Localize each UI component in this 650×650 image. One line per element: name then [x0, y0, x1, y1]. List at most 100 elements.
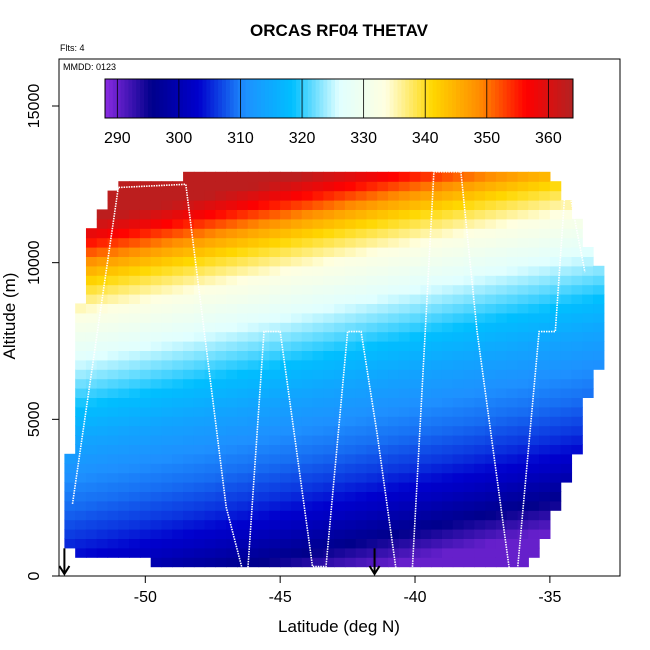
heatmap-cell [323, 190, 335, 201]
heatmap-cell [258, 491, 270, 502]
heatmap-cell [452, 359, 465, 370]
heatmap-cell [388, 331, 400, 342]
heatmap-cell [334, 312, 346, 323]
heatmap-cell [269, 529, 281, 539]
heatmap-cell [280, 171, 292, 182]
heatmap-cell [560, 322, 573, 333]
heatmap-cell [366, 331, 378, 342]
heatmap-cell [323, 322, 335, 333]
heatmap-cell [280, 341, 292, 351]
heatmap-cell [237, 472, 249, 483]
heatmap-cell [506, 209, 519, 220]
heatmap-cell [193, 303, 206, 314]
heatmap-cell [301, 378, 314, 389]
heatmap-cell [506, 218, 519, 229]
heatmap-cell [409, 209, 422, 220]
heatmap-cell [107, 322, 119, 333]
heatmap-cell [215, 303, 227, 314]
heatmap-cell [301, 350, 314, 361]
heatmap-cell [107, 359, 119, 370]
heatmap-cell [571, 265, 583, 276]
heatmap-cell [506, 378, 519, 389]
heatmap-cell [517, 453, 529, 464]
heatmap-cell [129, 312, 141, 323]
heatmap-cell [431, 228, 443, 239]
heatmap-cell [560, 444, 573, 455]
heatmap-cell [560, 416, 573, 427]
heatmap-cell [560, 425, 573, 436]
heatmap-cell [96, 265, 109, 276]
heatmap-cell [355, 265, 368, 276]
heatmap-cell [183, 237, 195, 248]
heatmap-cell [388, 406, 400, 417]
colorbar-swatch [409, 79, 414, 118]
heatmap-cell [549, 350, 562, 361]
colorbar-swatch [385, 79, 391, 118]
heatmap-cell [139, 453, 152, 464]
heatmap-cell [139, 538, 152, 549]
colorbar-swatch [284, 79, 289, 118]
colorbar-swatch [116, 79, 122, 118]
heatmap-cell [258, 378, 270, 389]
heatmap-cell [258, 538, 270, 549]
heatmap-cell [172, 444, 184, 455]
heatmap-cell [107, 331, 119, 342]
heatmap-cell [344, 228, 357, 239]
heatmap-cell [280, 453, 292, 464]
heatmap-cell [474, 500, 486, 511]
heatmap-cell [290, 369, 303, 380]
heatmap-cell [366, 284, 378, 295]
heatmap-cell [398, 538, 411, 549]
heatmap-cell [323, 482, 335, 492]
heatmap-cell [463, 425, 475, 436]
heatmap-cell [485, 444, 497, 455]
heatmap-cell [237, 453, 249, 464]
heatmap-cell [388, 322, 400, 333]
heatmap-cell [215, 275, 227, 286]
heatmap-cell [204, 359, 217, 370]
heatmap-cell [452, 529, 465, 539]
heatmap-cell [409, 265, 422, 276]
heatmap-cell [441, 294, 454, 304]
heatmap-cell [549, 228, 562, 239]
heatmap-cell [485, 228, 497, 239]
heatmap-cell [334, 341, 346, 351]
heatmap-cell [107, 275, 119, 286]
heatmap-cell [258, 294, 270, 304]
heatmap-cell [549, 388, 562, 398]
heatmap-cell [150, 397, 163, 408]
heatmap-cell [485, 265, 497, 276]
heatmap-cell [366, 350, 378, 361]
heatmap-cell [172, 350, 184, 361]
heatmap-cell [485, 453, 497, 464]
heatmap-cell [85, 482, 98, 492]
heatmap-cell [528, 425, 540, 436]
heatmap-cell [377, 453, 389, 464]
heatmap-cell [118, 190, 130, 201]
heatmap-cell [398, 406, 411, 417]
heatmap-cell [528, 472, 540, 483]
heatmap-cell [495, 482, 508, 492]
heatmap-cell [495, 378, 508, 389]
heatmap-cell [431, 378, 443, 389]
heatmap-cell [161, 463, 173, 474]
heatmap-cell [474, 237, 486, 248]
heatmap-cell [506, 547, 519, 558]
heatmap-cell [139, 547, 152, 558]
heatmap-cell [323, 547, 335, 558]
heatmap-cell [452, 369, 465, 380]
colorbar-swatch [448, 79, 453, 118]
heatmap-cell [485, 369, 497, 380]
heatmap-cell [280, 397, 292, 408]
heatmap-cell [582, 369, 594, 380]
heatmap-cell [269, 265, 281, 276]
heatmap-cell [118, 284, 130, 295]
heatmap-cell [301, 312, 314, 323]
heatmap-cell [463, 218, 475, 229]
heatmap-cell [344, 275, 357, 286]
heatmap-cell [474, 294, 486, 304]
heatmap-cell [64, 529, 76, 539]
heatmap-cell [398, 256, 411, 267]
heatmap-cell [301, 228, 314, 239]
